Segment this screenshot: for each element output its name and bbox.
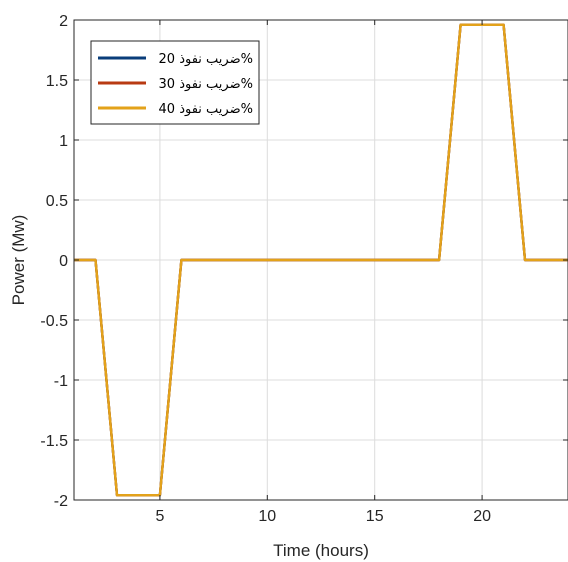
y-tick-label: 0.5: [46, 193, 68, 210]
y-tick-label: -1: [54, 373, 68, 390]
x-tick-label: 20: [473, 508, 491, 525]
y-axis-ticks: -2 -1.5 -1 -0.5 0 0.5 1 1.5 2: [40, 13, 568, 510]
x-tick-label: 10: [258, 508, 276, 525]
x-tick-label: 5: [155, 508, 164, 525]
series-line-3: [74, 23, 568, 497]
y-tick-label: -1.5: [40, 433, 68, 450]
y-tick-label: -0.5: [40, 313, 68, 330]
x-tick-label: 15: [366, 508, 384, 525]
y-axis-label: Power (Mw): [9, 215, 28, 306]
legend-label: ضريب نفوذ 20%: [159, 52, 253, 67]
series-lines: [74, 23, 568, 497]
x-axis-label: Time (hours): [273, 541, 369, 560]
y-tick-label: 2: [59, 13, 68, 30]
legend-label: ضريب نفوذ 30%: [159, 77, 253, 92]
legend: ضريب نفوذ 20% ضريب نفوذ 30% ضريب نفوذ 40%: [90, 40, 260, 125]
y-tick-label: 0: [59, 253, 68, 270]
x-axis-ticks: 5 10 15 20: [155, 20, 491, 525]
y-tick-label: 1: [59, 133, 68, 150]
y-tick-label: -2: [54, 493, 68, 510]
y-tick-label: 1.5: [46, 73, 68, 90]
legend-label: ضريب نفوذ 40%: [159, 102, 253, 117]
